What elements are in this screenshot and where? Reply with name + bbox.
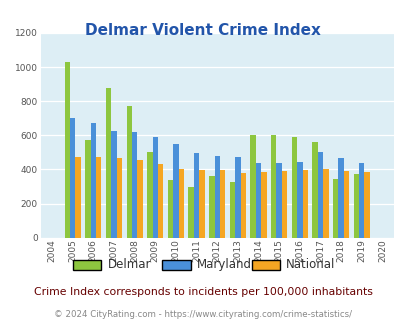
Bar bbox=[132, 132, 137, 238]
Bar bbox=[322, 169, 328, 238]
Bar bbox=[271, 135, 276, 238]
Bar bbox=[358, 163, 364, 238]
Text: Delmar Violent Crime Index: Delmar Violent Crime Index bbox=[85, 23, 320, 38]
Bar bbox=[317, 152, 322, 238]
Text: Maryland: Maryland bbox=[196, 258, 251, 272]
Bar bbox=[178, 169, 183, 238]
Bar bbox=[338, 158, 343, 238]
Bar bbox=[85, 141, 90, 238]
Bar bbox=[188, 187, 194, 238]
Text: Delmar: Delmar bbox=[107, 258, 151, 272]
Bar bbox=[199, 170, 204, 238]
Bar bbox=[167, 180, 173, 238]
Bar bbox=[312, 142, 317, 238]
Bar bbox=[302, 170, 307, 238]
Bar bbox=[126, 106, 132, 238]
Bar bbox=[111, 131, 116, 238]
Bar bbox=[234, 157, 240, 238]
Bar bbox=[158, 164, 163, 238]
Bar bbox=[137, 160, 142, 238]
Bar bbox=[70, 118, 75, 238]
Bar bbox=[296, 162, 302, 238]
Bar bbox=[229, 182, 234, 238]
Bar bbox=[364, 172, 369, 238]
Bar bbox=[260, 172, 266, 238]
Bar bbox=[147, 152, 152, 238]
Bar bbox=[152, 137, 158, 238]
Bar bbox=[250, 135, 255, 238]
Bar bbox=[173, 144, 178, 238]
Bar bbox=[75, 157, 81, 238]
Bar bbox=[116, 158, 121, 238]
Bar bbox=[194, 153, 199, 238]
Text: National: National bbox=[286, 258, 335, 272]
Bar bbox=[220, 170, 225, 238]
Text: Crime Index corresponds to incidents per 100,000 inhabitants: Crime Index corresponds to incidents per… bbox=[34, 287, 371, 297]
Bar bbox=[353, 174, 358, 238]
Bar bbox=[90, 123, 96, 238]
Text: © 2024 CityRating.com - https://www.cityrating.com/crime-statistics/: © 2024 CityRating.com - https://www.city… bbox=[54, 310, 351, 319]
Bar bbox=[96, 157, 101, 238]
Bar bbox=[209, 176, 214, 238]
Bar bbox=[64, 62, 70, 238]
Bar bbox=[255, 163, 260, 238]
Bar bbox=[332, 179, 338, 238]
Bar bbox=[214, 156, 220, 238]
Bar bbox=[106, 87, 111, 238]
Bar bbox=[343, 171, 348, 238]
Bar bbox=[240, 173, 245, 238]
Bar bbox=[276, 163, 281, 238]
Bar bbox=[281, 171, 286, 238]
Bar bbox=[291, 137, 296, 238]
